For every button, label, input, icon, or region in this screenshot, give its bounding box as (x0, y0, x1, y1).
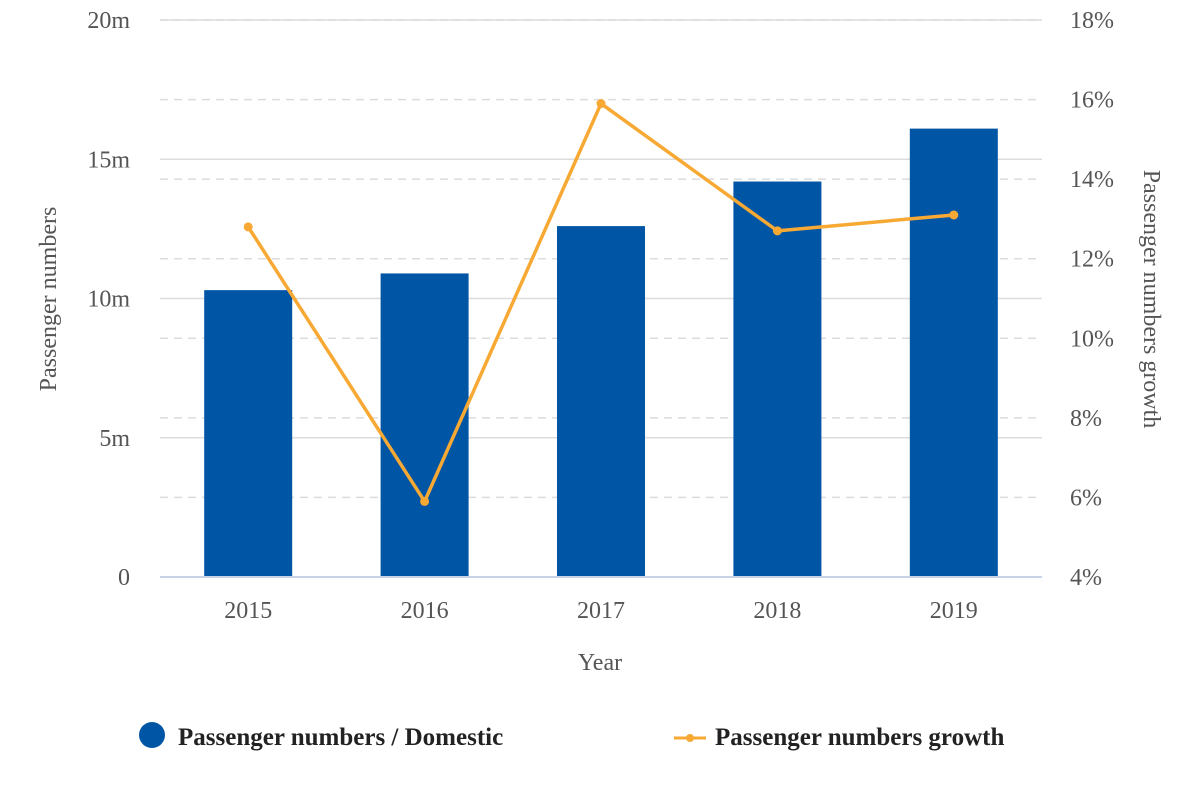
legend-label-line: Passenger numbers growth (715, 724, 1004, 751)
y2-tick-label: 14% (1070, 167, 1114, 193)
growth-point-2018 (772, 226, 782, 236)
y2-axis-title: Passenger numbers growth (1138, 170, 1164, 429)
x-tick-label: 2018 (753, 598, 801, 624)
bar-2018 (733, 181, 822, 577)
y-tick-label: 20m (87, 8, 130, 34)
x-tick-label: 2016 (401, 598, 449, 624)
bar-series (204, 128, 998, 578)
y2-tick-label: 10% (1070, 326, 1114, 352)
legend-marker-line-dot (686, 734, 694, 742)
y-tick-label: 15m (87, 147, 130, 173)
left-axis-ticks: 0 5m 10m 15m 20m (87, 8, 130, 591)
growth-point-2017 (596, 99, 606, 109)
bar-2015 (204, 290, 293, 577)
y-tick-label: 10m (87, 287, 130, 313)
y2-tick-label: 4% (1070, 565, 1102, 591)
y2-tick-label: 18% (1070, 8, 1114, 34)
growth-point-2019 (949, 210, 959, 220)
y-tick-label: 5m (99, 426, 130, 452)
legend: Passenger numbers / Domestic Passenger n… (139, 722, 1004, 751)
y-axis-title: Passenger numbers (36, 207, 62, 392)
right-axis-ticks: 4% 6% 8% 10% 12% 14% 16% 18% (1070, 8, 1114, 591)
growth-point-2016 (420, 496, 430, 506)
x-tick-label: 2017 (577, 598, 625, 624)
y2-tick-label: 12% (1070, 247, 1114, 273)
legend-marker-bar (139, 722, 165, 748)
bar-2019 (909, 128, 998, 578)
x-axis-title: Year (578, 650, 622, 676)
bar-2016 (380, 273, 469, 577)
x-tick-label: 2015 (224, 598, 272, 624)
x-axis-ticks: 2015 2016 2017 2018 2019 (224, 598, 978, 624)
y-tick-label: 0 (118, 565, 130, 591)
y2-tick-label: 8% (1070, 406, 1102, 432)
x-tick-label: 2019 (930, 598, 978, 624)
bar-2017 (557, 226, 645, 577)
legend-label-bar: Passenger numbers / Domestic (178, 724, 503, 751)
y2-tick-label: 6% (1070, 485, 1102, 511)
y2-tick-label: 16% (1070, 88, 1114, 114)
line-series (243, 99, 959, 506)
growth-point-2015 (243, 222, 253, 232)
